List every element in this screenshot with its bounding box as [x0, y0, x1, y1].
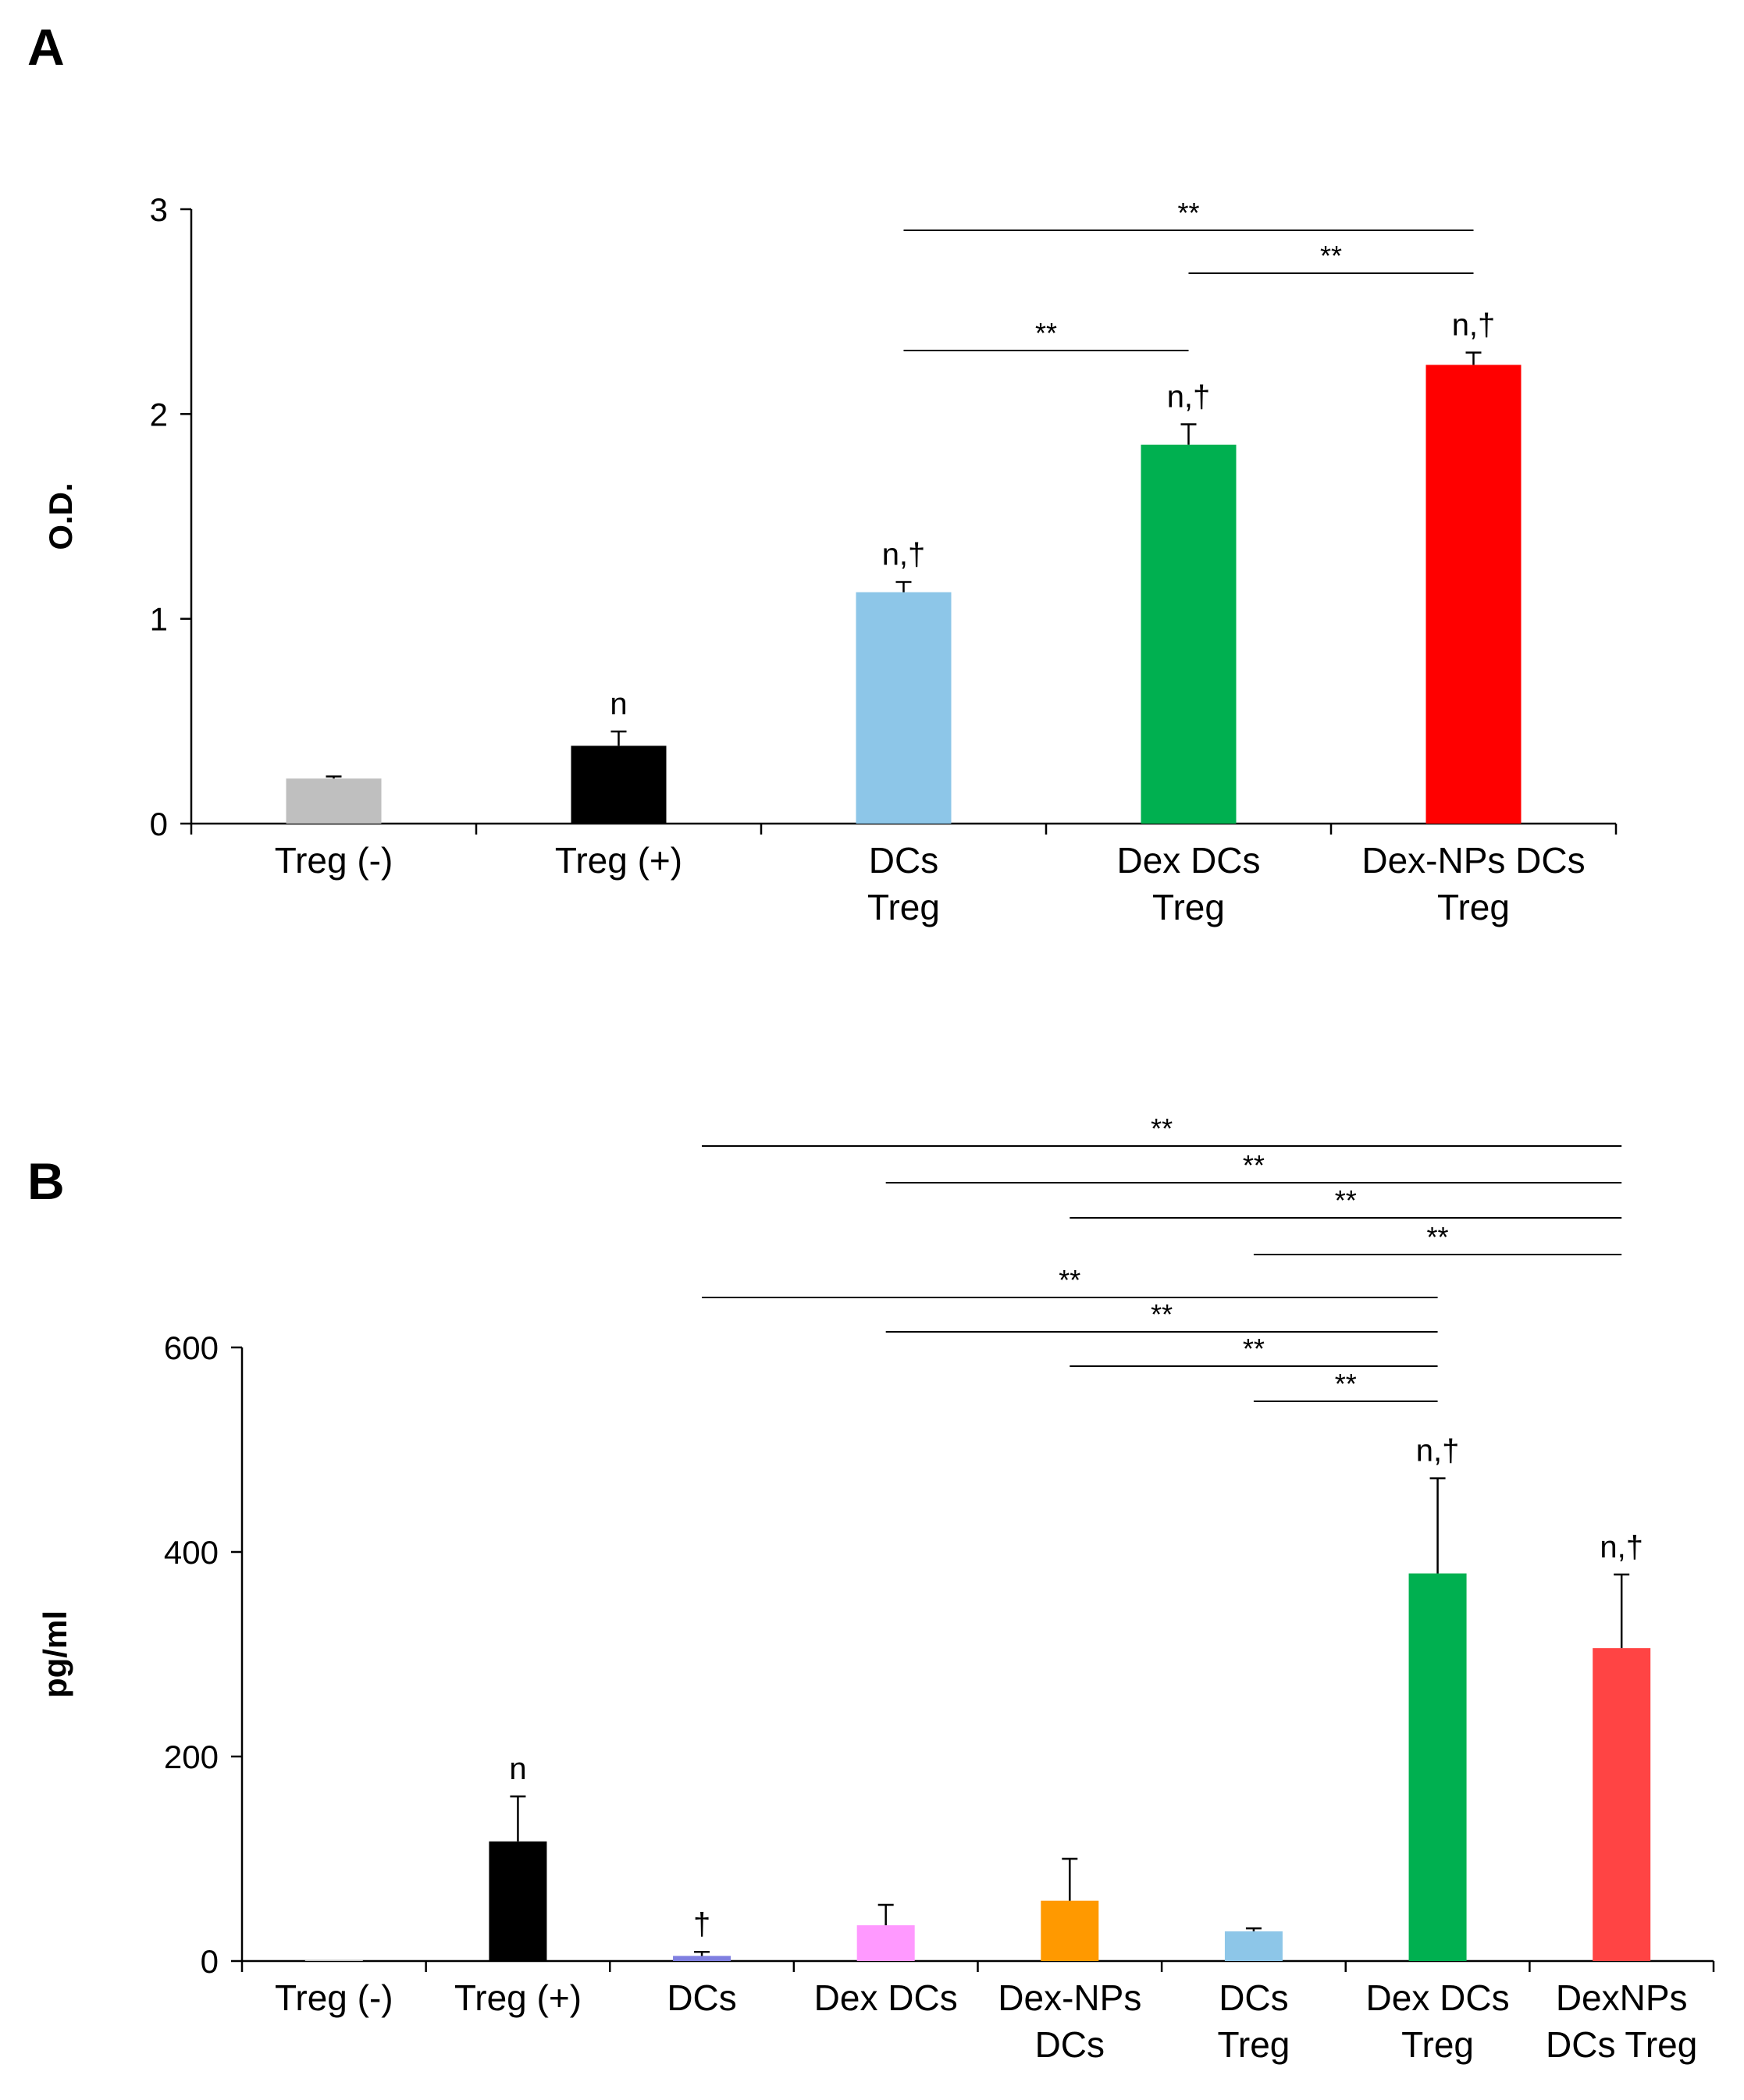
y-axis-label: pg/ml: [37, 1611, 73, 1698]
bar: [856, 1925, 915, 1961]
x-category-label: DexNPs: [1556, 1977, 1688, 2018]
bar: [1408, 1573, 1467, 1961]
y-tick-label: 0: [150, 806, 168, 842]
significance-label: **: [1427, 1221, 1449, 1253]
x-category-label: Treg: [1401, 2024, 1474, 2065]
significance-label: **: [1335, 1368, 1357, 1400]
x-category-label: DCs Treg: [1546, 2024, 1697, 2065]
bar: [1425, 365, 1522, 824]
bar: [856, 592, 952, 824]
chart-a: 0 1 2 3 O.D. Treg (-) n Treg (+) n,† DCs Treg n,† De…: [42, 191, 1618, 927]
x-category-label: Dex-NPs: [998, 1977, 1141, 2018]
bar: [1141, 444, 1237, 824]
bar: [304, 1959, 363, 1961]
y-tick-label: 1: [150, 601, 168, 638]
bar: [673, 1956, 731, 1961]
x-category-label: Dex DCs: [1116, 840, 1260, 881]
y-tick-label: 3: [150, 191, 168, 228]
x-category-label: DCs: [869, 840, 938, 881]
significance-label: **: [1059, 1264, 1080, 1296]
significance-mark: n,†: [1167, 379, 1211, 414]
y-tick-label: 2: [150, 396, 168, 432]
significance-mark: n,†: [1416, 1434, 1460, 1468]
y-axis-label: O.D.: [42, 482, 79, 550]
x-category-label: Treg (-): [275, 840, 393, 881]
significance-label: **: [1151, 1298, 1173, 1330]
significance-label: **: [1035, 317, 1057, 349]
y-tick-label: 400: [164, 1534, 219, 1571]
x-category-label: Treg (+): [454, 1977, 582, 2018]
x-category-label: Treg: [1152, 887, 1225, 927]
x-category-label: Treg (-): [275, 1977, 393, 2018]
panel-b-letter: B: [27, 1152, 65, 1210]
significance-mark: n: [509, 1752, 526, 1786]
bar: [1041, 1900, 1099, 1961]
y-tick-label: 600: [164, 1329, 219, 1366]
significance-mark: n,†: [882, 537, 926, 571]
significance-label: **: [1243, 1333, 1265, 1365]
x-category-label: DCs: [1035, 2024, 1105, 2065]
x-category-label: Treg: [1437, 887, 1510, 927]
x-category-label: Treg: [867, 887, 940, 927]
significance-mark: n,†: [1452, 308, 1496, 343]
significance-mark: n,†: [1600, 1530, 1643, 1564]
bar: [489, 1841, 547, 1961]
significance-label: **: [1177, 197, 1199, 229]
x-category-label: DCs: [667, 1977, 736, 2018]
x-category-label: Dex DCs: [814, 1977, 958, 2018]
x-category-label: DCs: [1219, 1977, 1288, 2018]
y-tick-label: 200: [164, 1739, 219, 1775]
significance-label: **: [1243, 1149, 1265, 1181]
significance-label: **: [1335, 1184, 1357, 1216]
significance-label: **: [1320, 240, 1342, 272]
significance-mark: n: [610, 687, 627, 721]
bar: [571, 746, 667, 824]
bar: [1593, 1648, 1651, 1961]
x-category-label: Treg (+): [555, 840, 682, 881]
bar: [1224, 1931, 1283, 1961]
significance-mark: †: [693, 1907, 710, 1942]
x-category-label: Dex-NPs DCs: [1361, 840, 1585, 881]
panel-a-letter: A: [27, 18, 65, 76]
x-category-label: Dex DCs: [1366, 1977, 1510, 2018]
significance-label: **: [1151, 1112, 1173, 1144]
y-tick-label: 0: [201, 1943, 219, 1980]
bar: [286, 778, 382, 824]
x-category-label: Treg: [1217, 2024, 1290, 2065]
